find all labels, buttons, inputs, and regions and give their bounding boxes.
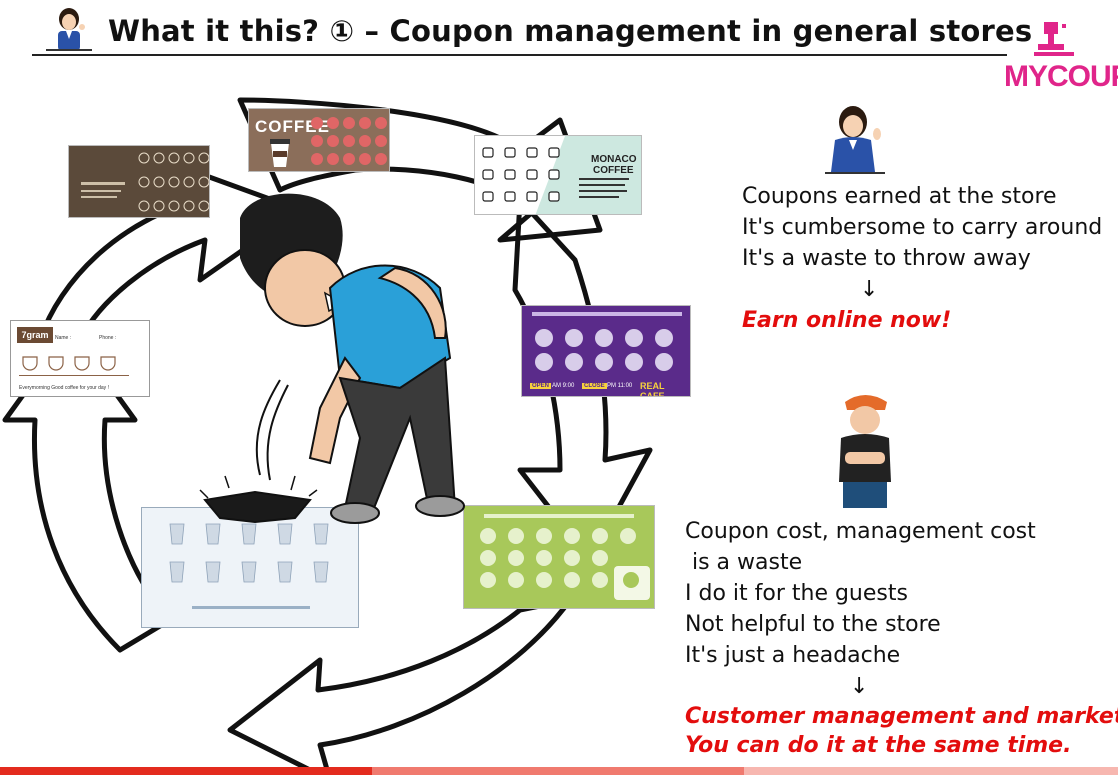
- 7gram-logo: 7gram: [17, 327, 53, 343]
- store-line-3: I do it for the guests: [685, 581, 908, 606]
- coffee-card-label: COFFEE: [255, 117, 330, 136]
- title-divider: [32, 54, 1007, 56]
- footer-bar-segment-1: [0, 767, 372, 775]
- monaco-title-1: MONACO: [591, 154, 637, 165]
- store-owner-illustration: [839, 395, 891, 508]
- store-line-1: Coupon cost, management cost: [685, 519, 1036, 544]
- store-line-4: Not helpful to the store: [685, 612, 941, 637]
- purple-close-time: PM 11:00: [607, 383, 633, 389]
- monaco-title-2: COFFEE: [593, 165, 634, 176]
- customer-line-2: It's cumbersome to carry around: [742, 215, 1103, 240]
- 7gram-name-label: Name :: [55, 335, 72, 341]
- customer-highlight: Earn online now!: [742, 308, 952, 333]
- 7gram-footer: Everymorning Good coffee for your day !: [19, 385, 109, 391]
- store-highlight-2: You can do it at the same time.: [685, 733, 1072, 758]
- customer-line-3: It's a waste to throw away: [742, 246, 1031, 271]
- store-line-5: It's just a headache: [685, 643, 901, 668]
- wallet-icon: [199, 475, 318, 524]
- coupon-card-brown: [68, 145, 210, 218]
- coupon-card-purple: OPEN AM 9:00 CLOSE PM 11:00 REAL CAFE.: [521, 305, 691, 397]
- purple-open-time: AM 9:00: [552, 383, 575, 389]
- coffee-cup-icon: [270, 139, 290, 167]
- woman-customer-illustration: [825, 106, 885, 174]
- coupon-card-cups: [141, 507, 359, 628]
- down-arrow-icon: ↓: [850, 674, 869, 699]
- purple-open-badge: OPEN: [530, 383, 552, 389]
- customer-pain-points: Coupons earned at the store It's cumbers…: [742, 181, 1102, 336]
- purple-close-badge: CLOSE: [582, 383, 607, 389]
- motion-lines: [255, 379, 289, 481]
- 7gram-phone-label: Phone :: [99, 335, 117, 341]
- down-arrow-icon: ↓: [860, 277, 879, 302]
- page-title: What it this? ① – Coupon management in g…: [108, 14, 1033, 48]
- brand-logo: MYCOUP: [1004, 60, 1118, 93]
- coupon-card-monaco: MONACO COFFEE: [474, 135, 642, 215]
- frustrated-man-illustration: [240, 193, 465, 524]
- store-highlight-1: Customer management and marketing: [685, 704, 1118, 729]
- footer-bar-segment-3: [744, 767, 1118, 775]
- store-line-2: is a waste: [685, 550, 803, 575]
- footer-bar-segment-2: [372, 767, 744, 775]
- stamp-logo-icon: [1034, 22, 1074, 56]
- woman-avatar-icon: [46, 8, 92, 51]
- coupon-card-green: [463, 505, 655, 609]
- coupon-card-coffee: COFFEE: [248, 108, 390, 172]
- coupon-card-7gram: 7gram Name : Phone : Everymorning Good c…: [10, 320, 150, 397]
- store-pain-points: Coupon cost, management cost is a waste …: [685, 516, 1118, 760]
- purple-brand: REAL CAFE.: [640, 381, 667, 397]
- customer-line-1: Coupons earned at the store: [742, 184, 1057, 209]
